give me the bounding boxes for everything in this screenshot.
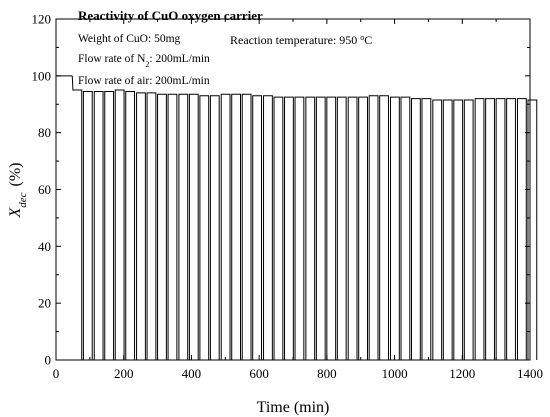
y-tick-label: 80: [38, 125, 51, 140]
flow-n2-annotation: Flow rate of N2: 200mL/min: [78, 53, 210, 69]
x-axis-label: Time (min): [257, 399, 330, 416]
chart-title: Reactivity of CuO oxygen carrier: [78, 8, 263, 23]
flow-air-annotation: Flow rate of air: 200mL/min: [78, 75, 210, 87]
y-tick-label: 120: [32, 12, 52, 27]
weight-annotation: Weight of CuO: 50mg: [78, 33, 181, 45]
cycle-pulse: [527, 99, 538, 360]
x-tick-label: 0: [53, 366, 60, 381]
y-tick-label: 100: [32, 68, 52, 83]
y-axis-label: Xdec(%): [7, 162, 29, 218]
x-tick-label: 1400: [517, 366, 543, 381]
y-axis: 0 20 40 60 80 100 120: [32, 12, 530, 368]
y-tick-label: 20: [38, 296, 51, 311]
y-tick-label: 60: [38, 182, 51, 197]
y-tick-label: 0: [45, 353, 52, 368]
x-tick-label: 1200: [449, 366, 475, 381]
x-tick-label: 400: [182, 366, 202, 381]
temperature-annotation: Reaction temperature: 950 oC: [230, 33, 372, 48]
y-tick-label: 40: [38, 239, 51, 254]
x-tick-label: 1000: [382, 366, 408, 381]
x-axis: 0 200 400 600 800 1000 1200 1400: [53, 19, 543, 381]
x-tick-label: 200: [114, 366, 134, 381]
x-tick-label: 600: [249, 366, 269, 381]
x-tick-label: 800: [317, 366, 337, 381]
